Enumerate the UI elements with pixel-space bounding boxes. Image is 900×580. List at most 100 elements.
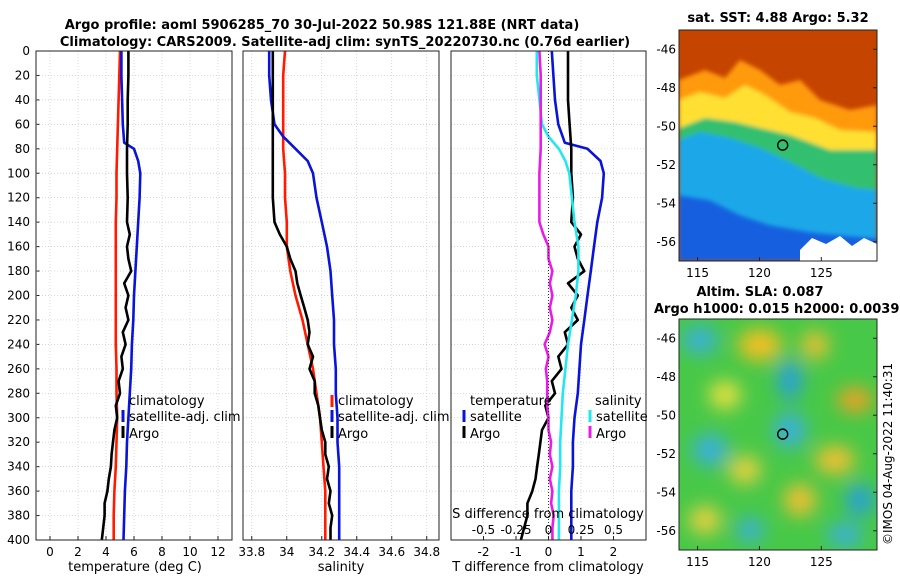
x-tick-label: 115 [686, 266, 709, 280]
x-tick-label: 6 [130, 545, 138, 559]
map-frame [678, 318, 878, 551]
salinity-xlabel: salinity [318, 560, 365, 575]
sla-map-title2: Argo h1000: 0.015 h2000: 0.0039 [654, 302, 899, 317]
sla-anomaly-blob [729, 456, 761, 484]
sla-anomaly-blob [689, 506, 721, 534]
figure-title-line2: Climatology: CARS2009. Satellite-adj cli… [60, 35, 630, 50]
y-tick-label: -46 [656, 42, 676, 56]
y-tick-label: 240 [7, 337, 30, 351]
y-tick-label: -48 [656, 81, 676, 95]
y-tick-label: 100 [7, 166, 30, 180]
sla-field [682, 326, 874, 547]
y-tick-label: 300 [7, 411, 30, 425]
sla-anomaly-blob [815, 446, 855, 474]
x-tick-label: 8 [158, 545, 166, 559]
y-tick-label: -48 [656, 370, 676, 384]
x-tick-label: 33.8 [238, 545, 265, 559]
x-tick-label: 12 [210, 545, 225, 559]
y-tick-label: 400 [7, 533, 30, 547]
x-tick-label: 2 [610, 545, 618, 559]
y-tick-label: 140 [7, 215, 30, 229]
x-tick-label: 34.8 [413, 545, 440, 559]
argo-location-marker [777, 428, 789, 440]
y-tick-label: 280 [7, 386, 30, 400]
y-tick-label: 340 [7, 460, 30, 474]
series-group [267, 51, 341, 540]
sla-anomaly-blob [738, 329, 782, 361]
legend-satellite-adj: satellite-adj. clim [129, 410, 241, 425]
y-tick-label: -50 [656, 119, 676, 133]
y-tick-label: 0 [22, 44, 30, 58]
sla-anomaly-blob [736, 518, 764, 542]
argo-location-marker [777, 139, 789, 151]
legend-temp-argo: Argo [470, 427, 500, 442]
y-tick-label: -56 [656, 235, 676, 249]
y-tick-label: -54 [656, 485, 676, 499]
s-difference-tick-label: 0.25 [568, 523, 595, 537]
sla-anomaly-blob [846, 484, 874, 516]
y-tick-label: 80 [15, 142, 30, 156]
salinity-panel: 33.8 34 34.2 34.4 34.6 34.8 [238, 50, 440, 559]
sla-anomaly-blob [778, 360, 802, 400]
y-tick-label: -46 [656, 331, 676, 345]
y-tick-label: 360 [7, 484, 30, 498]
series-line-argo [271, 51, 334, 540]
legend-climatology: climatology [129, 394, 205, 409]
s-difference-tick-label: 0.5 [604, 523, 623, 537]
series-line-salinity-argo [538, 51, 556, 540]
y-tick-label: 60 [15, 117, 30, 131]
s-difference-tick-label: 0 [545, 523, 553, 537]
sla-anomaly-blob [801, 331, 829, 359]
difference-panel: -2 -1 0 1 2 -0.5 -0.25 0 0.25 0.5 [450, 50, 647, 559]
x-tick-label: 4 [102, 545, 110, 559]
temperature-panel: 0204060801001201401601802002202402602803… [7, 44, 233, 559]
s-difference-tick-label: -0.25 [500, 523, 531, 537]
x-tick-label: 120 [748, 555, 771, 569]
series-line-temperature-satellite [550, 51, 606, 540]
y-tick-label: -52 [656, 158, 676, 172]
y-tick-label: -50 [656, 408, 676, 422]
sst-missing-data [800, 236, 877, 261]
series-line-argo [100, 51, 133, 540]
salinity-legend: climatology satellite-adj. clim Argo [330, 394, 450, 442]
sla-anomaly-blob [709, 381, 741, 409]
x-tick-label: -1 [510, 545, 522, 559]
x-tick-label: 0 [46, 545, 54, 559]
y-tick-label: -52 [656, 447, 676, 461]
series-line-climatology [281, 51, 327, 540]
y-tick-label: 40 [15, 93, 30, 107]
temperature-legend: climatology satellite-adj. clim Argo [121, 394, 241, 442]
s-difference-tick-label: -0.5 [472, 523, 495, 537]
sla-map-title: Altim. SLA: 0.087 [697, 285, 824, 300]
x-tick-label: 34.2 [308, 545, 335, 559]
x-tick-label: 0 [545, 545, 553, 559]
y-tick-label: 180 [7, 264, 30, 278]
legend-climatology: climatology [338, 394, 414, 409]
difference-legend: temperature satellite Argo salinity sate… [462, 394, 648, 442]
x-tick-label: 34.6 [378, 545, 405, 559]
axes-frame [242, 50, 440, 541]
x-tick-label: 115 [686, 555, 709, 569]
y-tick-label: 120 [7, 191, 30, 205]
sla-map: 115 120 125 -46 -48 -50 -52 -54 -56 [656, 318, 878, 569]
sla-anomaly-blob [837, 388, 873, 412]
legend-sal-argo: Argo [596, 427, 626, 442]
imos-watermark: ©IMOS 04-Aug-2022 11:40:31 [881, 363, 895, 545]
sst-map-title: sat. SST: 4.88 Argo: 5.32 [687, 11, 868, 26]
sla-anomaly-blob [784, 484, 816, 516]
sla-anomaly-blob [827, 523, 863, 547]
legend-argo: Argo [129, 427, 159, 442]
figure-title-line1: Argo profile: aoml 5906285_70 30-Jul-202… [65, 18, 580, 33]
legend-argo: Argo [338, 427, 368, 442]
temperature-xlabel: temperature (deg C) [68, 560, 202, 575]
sst-map: 115 120 125 -46 -48 -50 -52 -54 -56 [656, 29, 878, 280]
series-group [519, 51, 606, 540]
legend-temp-satellite: satellite [470, 410, 522, 425]
y-tick-label: 220 [7, 313, 30, 327]
t-difference-xlabel: T difference from climatology [451, 560, 644, 575]
s-difference-label: S difference from climatology [452, 507, 644, 522]
series-line-satellite-adj-clim [120, 51, 142, 540]
x-tick-label: 120 [748, 266, 771, 280]
y-tick-label: 20 [15, 68, 30, 82]
